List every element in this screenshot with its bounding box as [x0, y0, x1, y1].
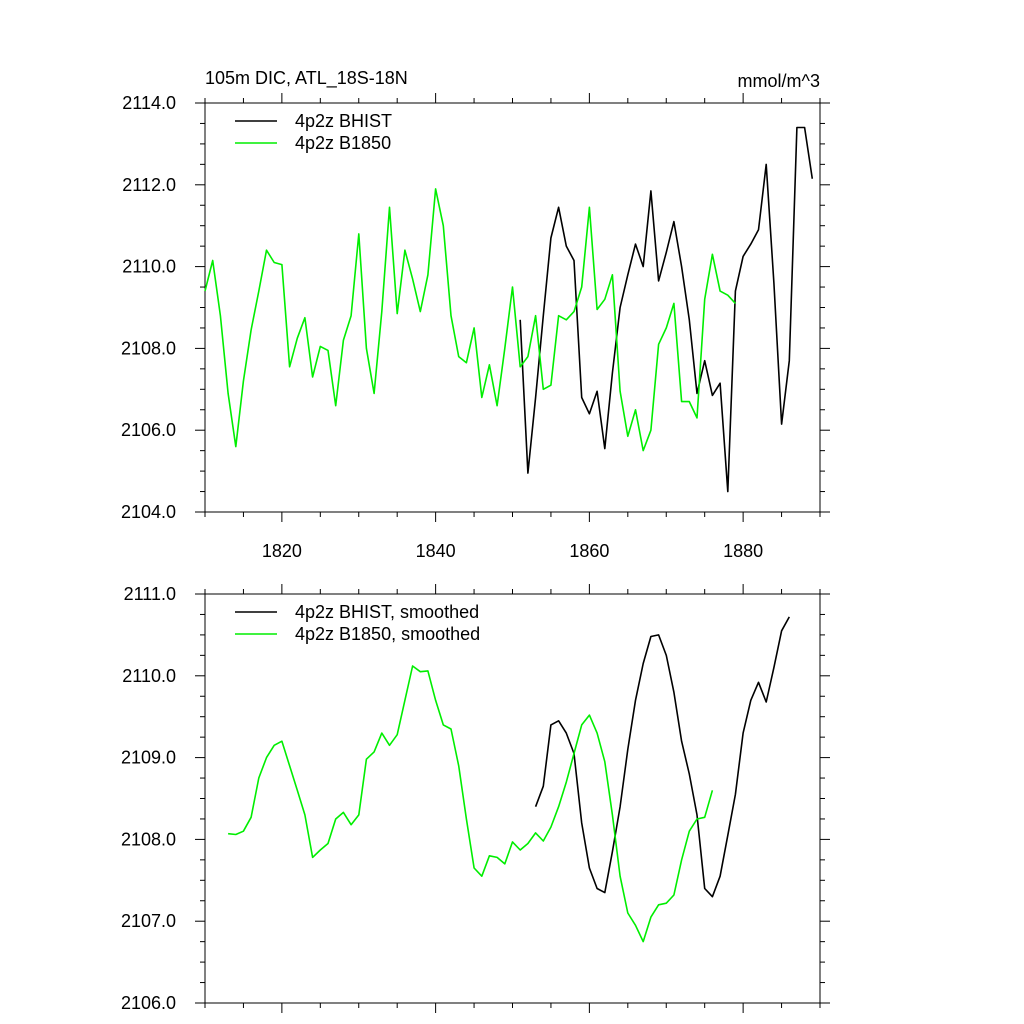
y-tick-label: 2108.0	[121, 829, 176, 849]
legend-label: 4p2z B1850	[295, 133, 391, 153]
bottom-panel: 2106.0 2107.0 2108.0 2109.0 2110.0 2111.0 4p2z…	[121, 584, 830, 1013]
series-line-bhist	[519, 126, 814, 493]
series-line-b1850	[204, 188, 736, 452]
legend-label: 4p2z B1850, smoothed	[295, 624, 480, 644]
chart-title: 105m DIC, ATL_18S-18N	[205, 68, 408, 89]
y-tick-label: 2106.0	[121, 420, 176, 440]
y-tick-label: 2111.0	[124, 584, 176, 604]
x-tick-label: 1840	[416, 541, 456, 561]
x-tick-label: 1880	[723, 541, 763, 561]
x-tick-label: 1860	[569, 541, 609, 561]
x-tick-label: 1820	[262, 541, 302, 561]
units-label: mmol/m^3	[738, 71, 820, 91]
top-panel: 2104.0 2106.0 2108.0 2110.0 2112.0 2114.0 1820…	[121, 93, 830, 561]
y-tick-label: 2109.0	[121, 748, 176, 768]
series-line-b1850	[228, 665, 714, 943]
y-tick-label: 2108.0	[121, 338, 176, 358]
y-tick-label: 2114.0	[122, 93, 176, 113]
y-tick-label: 2107.0	[121, 911, 176, 931]
series-line-bhist	[534, 616, 790, 898]
y-tick-label: 2110.0	[122, 257, 176, 277]
y-tick-label: 2112.0	[122, 175, 176, 195]
y-tick-label: 2106.0	[121, 993, 176, 1013]
plot-frame	[204, 102, 821, 513]
y-tick-label: 2110.0	[122, 666, 176, 686]
plot-frame	[204, 593, 821, 1004]
legend-label: 4p2z BHIST	[295, 111, 392, 131]
y-tick-label: 2104.0	[121, 502, 176, 522]
legend-label: 4p2z BHIST, smoothed	[295, 602, 479, 622]
